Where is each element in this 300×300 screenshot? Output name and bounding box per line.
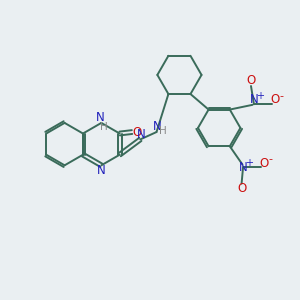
Text: O: O xyxy=(237,182,246,196)
Text: N: N xyxy=(153,120,161,133)
Text: N: N xyxy=(96,111,105,124)
Text: H: H xyxy=(159,126,167,136)
Text: N: N xyxy=(97,164,106,177)
Text: N: N xyxy=(250,93,258,106)
Text: +: + xyxy=(256,91,264,101)
Text: O: O xyxy=(260,157,269,169)
Text: O: O xyxy=(133,125,142,139)
Text: N: N xyxy=(136,128,145,141)
Text: O: O xyxy=(271,93,280,106)
Text: H: H xyxy=(100,122,108,132)
Text: -: - xyxy=(279,91,283,101)
Text: O: O xyxy=(246,74,256,87)
Text: -: - xyxy=(268,154,272,164)
Text: N: N xyxy=(239,161,248,174)
Text: +: + xyxy=(245,158,253,168)
